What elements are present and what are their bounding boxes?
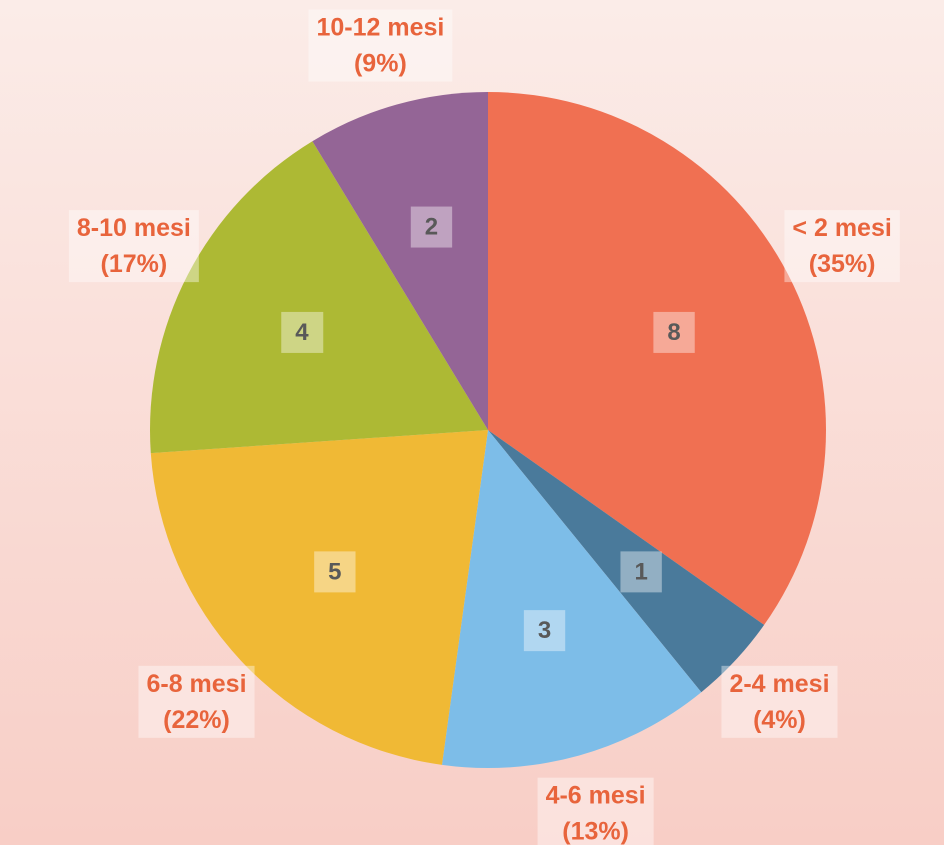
- pie: [150, 92, 826, 768]
- category-label: 8-10 mesi (17%): [68, 210, 199, 283]
- category-label: 10-12 mesi (9%): [308, 9, 453, 82]
- category-percent: (9%): [354, 50, 407, 78]
- value-label: 2: [425, 214, 438, 241]
- label-box: [537, 777, 654, 845]
- label-box: [308, 9, 453, 82]
- label-box: [721, 665, 838, 738]
- value-label: 1: [634, 558, 647, 585]
- value-label: 5: [328, 558, 341, 585]
- label-box: [410, 206, 453, 248]
- category-percent: (17%): [101, 250, 168, 278]
- category-label: < 2 mesi (35%): [784, 210, 900, 283]
- label-box: [620, 551, 662, 593]
- pie-slice: [150, 141, 488, 454]
- value-label: 8: [667, 319, 680, 346]
- category-label: 6-8 mesi (22%): [138, 665, 255, 738]
- label-box: [314, 551, 356, 593]
- pie-slice: [441, 430, 702, 768]
- pie-slice: [488, 92, 826, 625]
- category-percent: (35%): [809, 250, 876, 278]
- category-name: 4-6 mesi: [546, 782, 646, 810]
- category-percent: (22%): [163, 706, 230, 734]
- category-label: 4-6 mesi (13%): [537, 777, 654, 845]
- label-box: [68, 210, 199, 283]
- label-box: [784, 210, 900, 283]
- category-percent: (4%): [753, 706, 806, 734]
- category-percent: (13%): [562, 818, 629, 845]
- labels: 8 < 2 mesi (35%) 1 2-4 mesi (4%) 3 4-6 mesi (13%…: [68, 9, 900, 845]
- category-name: < 2 mesi: [792, 214, 891, 242]
- category-label: 2-4 mesi (4%): [721, 665, 838, 738]
- pie-slice: [312, 92, 488, 430]
- label-box: [653, 311, 695, 353]
- value-label: 4: [295, 319, 309, 346]
- pie-slice: [150, 430, 488, 765]
- label-box: [138, 665, 255, 738]
- category-name: 10-12 mesi: [316, 14, 444, 42]
- category-name: 8-10 mesi: [77, 214, 191, 242]
- pie-slice: [488, 430, 765, 693]
- label-box: [523, 610, 566, 652]
- value-label: 3: [538, 617, 551, 644]
- category-name: 6-8 mesi: [146, 670, 246, 698]
- label-box: [281, 311, 324, 353]
- category-name: 2-4 mesi: [729, 670, 829, 698]
